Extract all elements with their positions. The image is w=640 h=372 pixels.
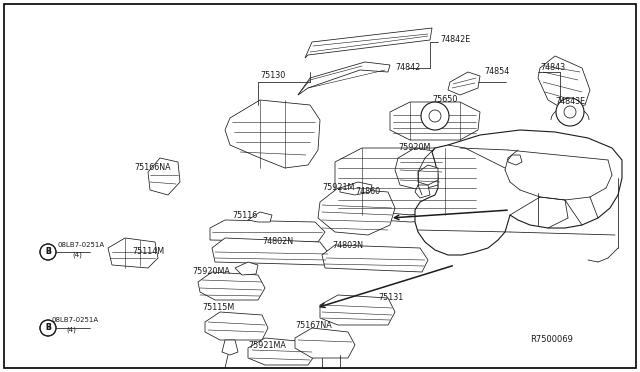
Circle shape — [429, 110, 441, 122]
Text: 74803N: 74803N — [332, 241, 363, 250]
Polygon shape — [395, 148, 445, 190]
Circle shape — [421, 102, 449, 130]
Polygon shape — [538, 56, 590, 110]
Text: 74854: 74854 — [484, 67, 509, 77]
Polygon shape — [248, 212, 272, 222]
Polygon shape — [148, 158, 180, 195]
Polygon shape — [210, 220, 325, 242]
Text: 74842E: 74842E — [440, 35, 470, 45]
Text: R7500069: R7500069 — [530, 336, 573, 344]
Text: 75167NA: 75167NA — [295, 321, 332, 330]
Polygon shape — [448, 72, 480, 95]
Text: 08LB7-0251A: 08LB7-0251A — [52, 317, 99, 323]
Text: (4): (4) — [66, 327, 76, 333]
Polygon shape — [362, 210, 462, 222]
Text: 75131: 75131 — [378, 294, 403, 302]
Polygon shape — [198, 272, 265, 300]
Polygon shape — [225, 100, 320, 168]
Polygon shape — [320, 295, 395, 325]
Polygon shape — [508, 155, 522, 165]
Text: 75166NA: 75166NA — [134, 164, 171, 173]
Text: 75115M: 75115M — [202, 304, 234, 312]
Polygon shape — [322, 245, 428, 272]
Polygon shape — [340, 182, 372, 195]
Text: (4): (4) — [72, 252, 82, 258]
Text: 75130: 75130 — [260, 71, 285, 80]
Circle shape — [564, 106, 576, 118]
Text: 75116: 75116 — [232, 211, 257, 219]
Text: B: B — [45, 324, 51, 333]
Polygon shape — [248, 338, 315, 365]
Text: 08LB7-0251A: 08LB7-0251A — [58, 242, 105, 248]
Text: 75114M: 75114M — [132, 247, 164, 257]
Polygon shape — [108, 238, 158, 268]
Text: 74843E: 74843E — [555, 97, 585, 106]
Polygon shape — [318, 188, 395, 235]
Polygon shape — [235, 262, 258, 275]
Text: 75920MA: 75920MA — [192, 267, 230, 276]
Circle shape — [556, 98, 584, 126]
Polygon shape — [418, 165, 438, 185]
Text: 75921MA: 75921MA — [248, 340, 286, 350]
Text: B: B — [45, 324, 51, 333]
Text: 74802N: 74802N — [262, 237, 293, 247]
Polygon shape — [222, 340, 238, 355]
Polygon shape — [205, 312, 268, 340]
Text: B: B — [45, 247, 51, 257]
Text: 75921M: 75921M — [322, 183, 355, 192]
Polygon shape — [305, 28, 432, 58]
Polygon shape — [298, 62, 390, 95]
Polygon shape — [415, 185, 430, 198]
Text: 74843: 74843 — [540, 64, 565, 73]
Polygon shape — [335, 148, 480, 215]
Polygon shape — [390, 102, 480, 140]
Polygon shape — [415, 130, 622, 255]
Polygon shape — [295, 328, 355, 358]
Text: B: B — [45, 247, 51, 257]
Text: 74842: 74842 — [395, 64, 420, 73]
Polygon shape — [212, 238, 330, 265]
Text: 75920M: 75920M — [398, 144, 430, 153]
Text: 75650: 75650 — [432, 96, 458, 105]
Text: 74860: 74860 — [355, 187, 380, 196]
